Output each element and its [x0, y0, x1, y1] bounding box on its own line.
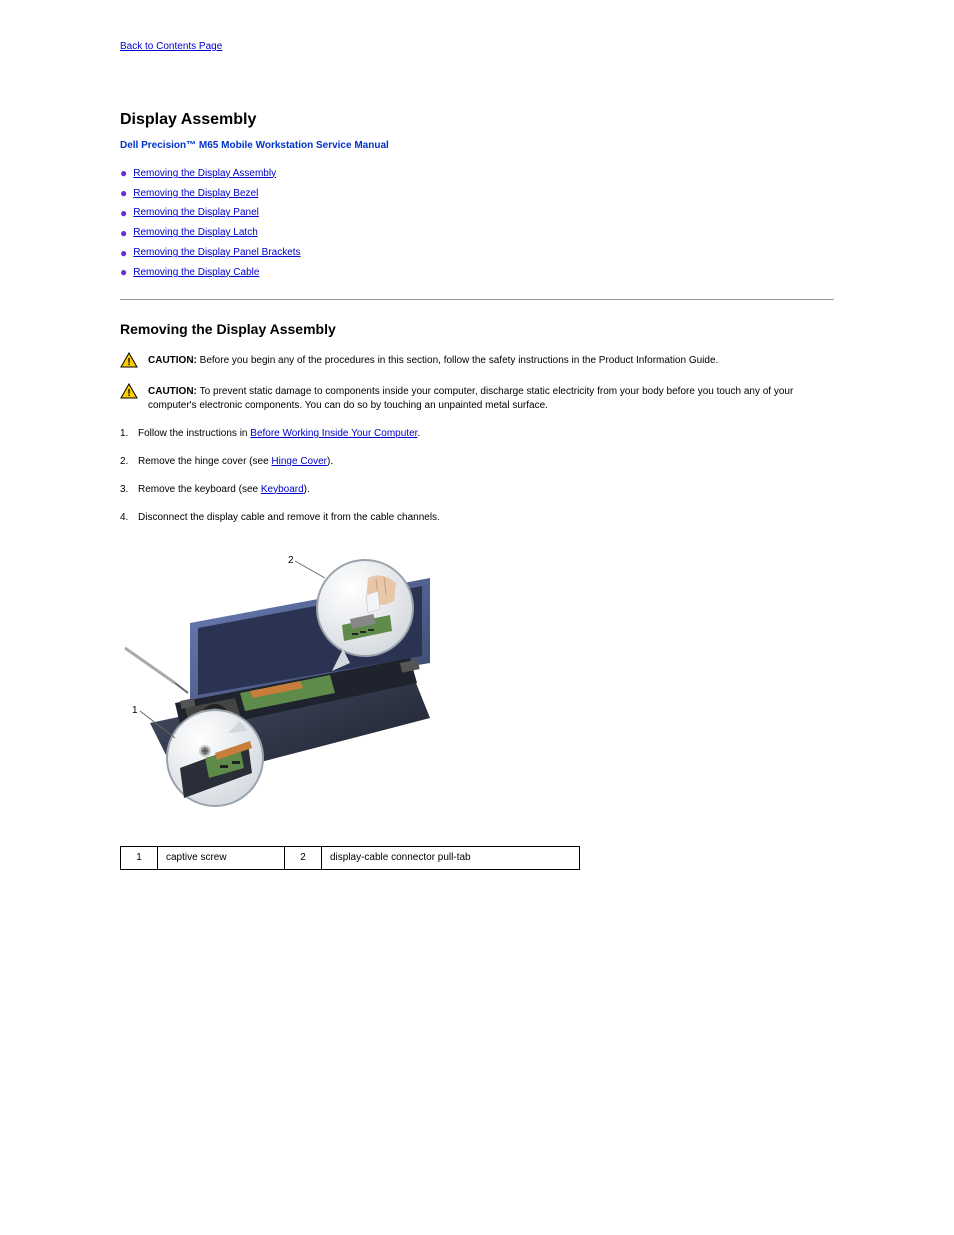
step-4: 4. Disconnect the display cable and remo… — [120, 511, 834, 525]
caution-body: Before you begin any of the procedures i… — [200, 355, 719, 366]
step-post: ). — [304, 484, 310, 495]
step-number: 4. — [120, 511, 138, 525]
step-text: Remove the keyboard (see Keyboard). — [138, 483, 834, 497]
caution-icon: ! — [120, 352, 138, 373]
manual-title: Dell Precision™ M65 Mobile Workstation S… — [120, 139, 834, 153]
step-2: 2. Remove the hinge cover (see Hinge Cov… — [120, 455, 834, 469]
bullet-icon: ● — [120, 225, 127, 242]
step-pre: Remove the keyboard (see — [138, 484, 261, 495]
step-3: 3. Remove the keyboard (see Keyboard). — [120, 483, 834, 497]
legend-cell-text: captive screw — [158, 846, 285, 869]
toc-link-remove-latch[interactable]: Removing the Display Latch — [133, 226, 258, 240]
bullet-icon: ● — [120, 165, 127, 182]
bullet-icon: ● — [120, 245, 127, 262]
caution-body: To prevent static damage to components i… — [148, 386, 793, 411]
caution-block: ! CAUTION: To prevent static damage to c… — [120, 383, 834, 413]
step-pre: Remove the hinge cover (see — [138, 456, 271, 467]
link-hinge-cover[interactable]: Hinge Cover — [271, 456, 327, 467]
step-1: 1. Follow the instructions in Before Wor… — [120, 427, 834, 441]
caution-label: CAUTION: — [148, 355, 200, 366]
caution-icon: ! — [120, 383, 138, 404]
step-post: . — [417, 428, 420, 439]
step-text: Remove the hinge cover (see Hinge Cover)… — [138, 455, 834, 469]
step-text: Disconnect the display cable and remove … — [138, 511, 834, 525]
svg-text:1: 1 — [132, 705, 138, 716]
step-number: 1. — [120, 427, 138, 441]
caution-label: CAUTION: — [148, 386, 200, 397]
step-number: 2. — [120, 455, 138, 469]
caution-text: CAUTION: Before you begin any of the pro… — [148, 352, 718, 368]
svg-text:2: 2 — [288, 555, 294, 566]
link-keyboard[interactable]: Keyboard — [261, 484, 304, 495]
page-title: Display Assembly — [120, 109, 834, 131]
back-to-contents-link[interactable]: Back to Contents Page — [120, 40, 222, 54]
caution-text: CAUTION: To prevent static damage to com… — [148, 383, 834, 413]
legend-cell-num: 2 — [284, 846, 321, 869]
subsection-title: Removing the Display Assembly — [120, 320, 834, 340]
svg-text:!: ! — [127, 388, 130, 399]
step-number: 3. — [120, 483, 138, 497]
legend-cell-text: display-cable connector pull-tab — [321, 846, 579, 869]
svg-text:!: ! — [127, 357, 130, 368]
bullet-icon: ● — [120, 185, 127, 202]
toc-list: ● Removing the Display Assembly ● Removing… — [120, 165, 834, 281]
toc-link-remove-panel[interactable]: Removing the Display Panel — [133, 206, 259, 220]
toc-link-remove-assembly[interactable]: Removing the Display Assembly — [133, 167, 276, 181]
section-divider — [120, 299, 834, 300]
step-post: ). — [327, 456, 333, 467]
instruction-image: 2 1 — [120, 543, 834, 828]
step-pre: Disconnect the display cable and remove … — [138, 512, 440, 523]
caution-block: ! CAUTION: Before you begin any of the p… — [120, 352, 834, 373]
legend-table: 1 captive screw 2 display-cable connecto… — [120, 846, 580, 870]
link-before-working[interactable]: Before Working Inside Your Computer — [250, 428, 417, 439]
legend-cell-num: 1 — [121, 846, 158, 869]
bullet-icon: ● — [120, 205, 127, 222]
bullet-icon: ● — [120, 264, 127, 281]
toc-link-remove-bezel[interactable]: Removing the Display Bezel — [133, 187, 258, 201]
step-pre: Follow the instructions in — [138, 428, 250, 439]
toc-link-remove-cable[interactable]: Removing the Display Cable — [133, 266, 259, 280]
step-text: Follow the instructions in Before Workin… — [138, 427, 834, 441]
toc-link-remove-brackets[interactable]: Removing the Display Panel Brackets — [133, 246, 300, 260]
